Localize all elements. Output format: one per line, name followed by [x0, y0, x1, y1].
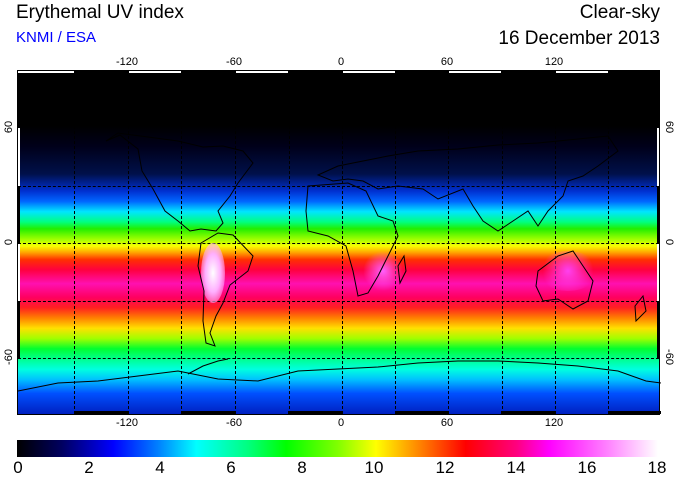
frame-segment	[74, 411, 128, 414]
frame-segment	[18, 128, 20, 186]
meridian-gridline	[289, 71, 290, 414]
frame-segment	[128, 71, 181, 73]
date-label: 16 December 2013	[498, 28, 660, 49]
top-lon-tick: -120	[115, 56, 139, 68]
uv-index-map	[17, 70, 661, 415]
frame-segment	[18, 186, 20, 243]
meridian-gridline	[128, 71, 129, 414]
meridian-gridline	[502, 71, 503, 414]
meridian-gridline	[74, 71, 75, 414]
top-lon-tick: 60	[440, 56, 454, 68]
colorbar-tick: 4	[155, 458, 165, 477]
bottom-lon-tick: -120	[115, 417, 139, 429]
meridian-gridline	[181, 71, 182, 414]
meridian-gridline	[395, 71, 396, 414]
bottom-lon-tick: -60	[226, 417, 242, 429]
frame-segment	[501, 411, 555, 414]
colorbar-tick: 2	[84, 458, 94, 477]
frame-segment	[18, 301, 20, 358]
colorbar-tick: 14	[506, 458, 526, 477]
frame-segment	[395, 411, 448, 414]
frame-segment	[555, 71, 608, 73]
bottom-lon-tick: 120	[544, 417, 564, 429]
australia-uv-hotspot	[538, 251, 598, 291]
colorbar-tick: 8	[297, 458, 307, 477]
meridian-gridline	[448, 71, 449, 414]
right-lat-tick: 0	[663, 238, 675, 246]
africa-uv-hotspot	[363, 251, 403, 291]
meridian-gridline	[342, 71, 343, 414]
parallel-gridline	[18, 358, 659, 359]
colorbar-tick: 0	[13, 458, 23, 477]
frame-segment	[18, 243, 20, 301]
frame-segment	[657, 243, 659, 301]
uv-colorbar	[17, 440, 658, 457]
right-lat-tick: -60	[663, 349, 675, 365]
top-lon-tick: 0	[337, 56, 345, 68]
andes-uv-hotspot	[201, 243, 225, 303]
top-lon-tick: -60	[226, 56, 242, 68]
source-label: KNMI / ESA	[16, 29, 97, 46]
frame-segment	[657, 301, 659, 358]
meridian-gridline	[608, 71, 609, 414]
parallel-gridline	[18, 243, 659, 244]
frame-segment	[181, 411, 235, 414]
colorbar-tick: 18	[647, 458, 667, 477]
left-lat-tick: 60	[3, 120, 15, 134]
colorbar-tick: 6	[226, 458, 236, 477]
right-lat-tick: 60	[663, 120, 675, 134]
map-title: Erythemal UV index	[16, 2, 184, 23]
parallel-gridline	[18, 186, 659, 187]
meridian-gridline	[555, 71, 556, 414]
frame-segment	[235, 71, 288, 73]
meridian-gridline	[235, 71, 236, 414]
frame-segment	[288, 411, 342, 414]
colorbar-tick: 16	[577, 458, 597, 477]
frame-segment	[18, 71, 74, 73]
top-lon-tick: 120	[544, 56, 564, 68]
frame-segment	[657, 128, 659, 186]
left-lat-tick: -60	[3, 349, 15, 365]
bottom-lon-tick: 0	[337, 417, 345, 429]
frame-segment	[342, 71, 395, 73]
bottom-lon-tick: 60	[440, 417, 454, 429]
frame-segment	[657, 186, 659, 243]
parallel-gridline	[18, 301, 659, 302]
left-lat-tick: 0	[3, 238, 15, 246]
frame-segment	[608, 411, 661, 414]
colorbar-tick: 10	[364, 458, 384, 477]
condition-label: Clear-sky	[579, 2, 660, 23]
frame-segment	[448, 71, 501, 73]
coastline-overlay	[18, 132, 661, 392]
colorbar-tick: 12	[435, 458, 455, 477]
